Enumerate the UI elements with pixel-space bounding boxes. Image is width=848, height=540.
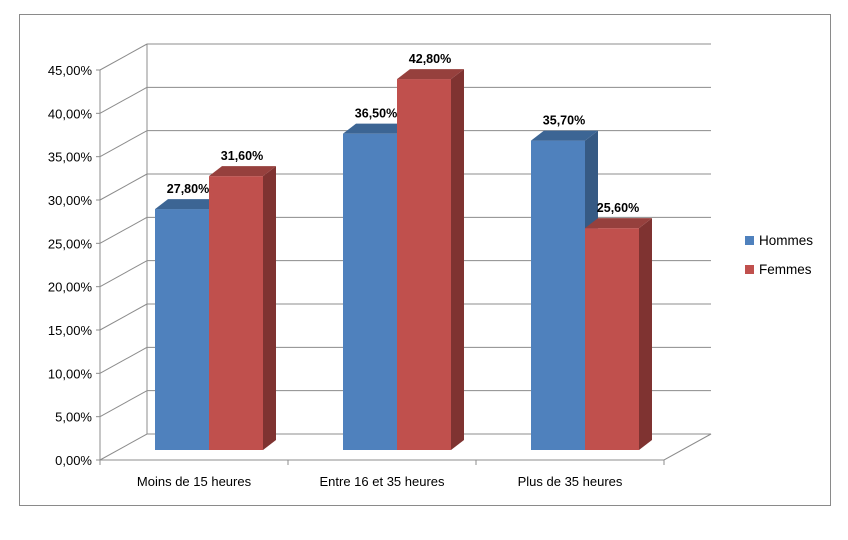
data-labels: 27,80% 31,60% 36,50% 42,80% 35,70% 25,60% xyxy=(167,52,639,215)
gridline-side xyxy=(99,260,148,288)
legend-label: Hommes xyxy=(759,233,813,248)
y-tick-label: 0,00% xyxy=(55,453,92,468)
data-label: 36,50% xyxy=(355,107,397,121)
bar-top xyxy=(155,199,222,210)
y-tick-label: 25,00% xyxy=(48,236,93,251)
x-tick-label: Moins de 15 heures xyxy=(137,474,252,489)
bar-top xyxy=(585,218,652,229)
bar-top xyxy=(531,130,598,141)
y-tick-label: 15,00% xyxy=(48,323,93,338)
bar xyxy=(209,166,276,450)
gridline-side xyxy=(99,173,148,201)
y-tick-label: 40,00% xyxy=(48,106,93,121)
data-label: 42,80% xyxy=(409,52,451,66)
bars xyxy=(155,69,652,451)
gridline-side xyxy=(99,346,148,374)
axes: 0,00% 5,00% 10,00% 15,00% 20,00% 25,00% 30,00%… xyxy=(48,63,712,489)
gridline-side xyxy=(99,86,148,114)
y-tick-label: 10,00% xyxy=(48,366,93,381)
bar-top xyxy=(209,166,276,177)
bar-top xyxy=(343,123,410,134)
bar-front xyxy=(585,228,639,450)
gridline-side xyxy=(99,390,148,418)
x-tick-label: Plus de 35 heures xyxy=(518,474,623,489)
gridline-side xyxy=(99,303,148,331)
data-label: 27,80% xyxy=(167,182,209,196)
bar xyxy=(397,69,464,451)
data-label: 25,60% xyxy=(597,201,639,215)
data-label: 35,70% xyxy=(543,114,585,128)
gridline-side xyxy=(99,43,148,71)
bar-front xyxy=(397,79,451,451)
bar-side xyxy=(451,69,464,451)
gridline-side xyxy=(99,130,148,158)
bar-front xyxy=(343,133,397,450)
legend: Hommes Femmes xyxy=(745,233,813,277)
x-tick-label: Entre 16 et 35 heures xyxy=(319,474,445,489)
legend-swatch xyxy=(745,265,754,274)
y-tick-label: 5,00% xyxy=(55,410,92,425)
y-tick-label: 45,00% xyxy=(48,63,93,78)
bar-side xyxy=(263,166,276,450)
data-label: 31,60% xyxy=(221,149,263,163)
gridline-side xyxy=(99,216,148,244)
legend-swatch xyxy=(745,236,754,245)
bar-front xyxy=(209,176,263,450)
bar-front xyxy=(531,140,585,450)
y-tick-label: 35,00% xyxy=(48,150,93,165)
bar-front xyxy=(155,209,209,450)
y-tick-label: 30,00% xyxy=(48,193,93,208)
legend-label: Femmes xyxy=(759,262,812,277)
bar-top xyxy=(397,69,464,80)
bar xyxy=(585,218,652,450)
y-tick-label: 20,00% xyxy=(48,280,93,295)
bar-side xyxy=(639,218,652,450)
